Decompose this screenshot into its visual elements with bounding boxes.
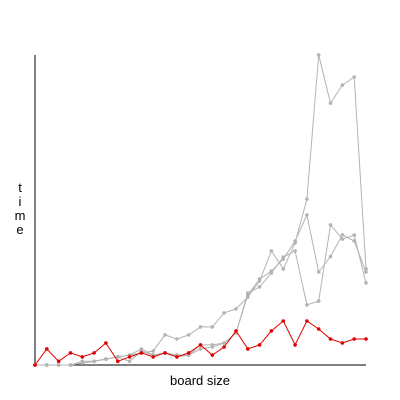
series-4-point xyxy=(45,347,49,351)
series-4-point xyxy=(364,337,368,341)
series-3-point xyxy=(198,347,203,351)
series-4-point xyxy=(316,327,321,331)
series-3-point xyxy=(222,341,226,345)
series-1-point xyxy=(269,249,274,253)
series-3-point xyxy=(305,213,309,217)
series-1-point xyxy=(151,349,155,353)
series-3-point xyxy=(281,257,286,261)
series-4-point xyxy=(56,359,61,364)
series-4-point xyxy=(257,343,262,347)
series-3-point xyxy=(328,254,333,259)
series-2-point xyxy=(257,285,262,289)
series-1-point xyxy=(175,337,179,341)
series-1-point xyxy=(163,333,167,337)
series-3-point xyxy=(68,363,73,367)
series-1-point xyxy=(186,333,191,337)
series-4 xyxy=(33,319,368,367)
series-3-point xyxy=(364,270,368,274)
series-1-point xyxy=(328,101,333,105)
series-4-point xyxy=(269,329,274,333)
series-2-point xyxy=(127,359,132,364)
x-axis-label: board size xyxy=(170,373,230,388)
series-4-point xyxy=(222,345,226,349)
series-layer xyxy=(33,53,368,367)
series-4-point xyxy=(139,351,144,355)
series-4-point xyxy=(33,363,37,367)
series-3-point xyxy=(210,345,215,349)
series-3-point xyxy=(80,359,85,364)
series-1-point xyxy=(222,311,226,315)
series-4-point xyxy=(340,341,345,345)
series-3-point xyxy=(340,233,345,237)
series-2-point xyxy=(293,249,297,253)
series-3-line xyxy=(35,213,367,366)
series-2-point xyxy=(364,281,368,285)
series-3-point xyxy=(45,363,49,367)
series-4-point xyxy=(92,351,96,355)
series-4-point xyxy=(305,319,309,323)
series-1 xyxy=(33,53,368,367)
series-3-point xyxy=(56,363,61,367)
series-1-point xyxy=(305,197,309,201)
series-2-point xyxy=(305,303,309,307)
series-3-point xyxy=(316,270,321,274)
series-4-point xyxy=(127,355,132,359)
series-4-point xyxy=(175,355,179,359)
series-3-point xyxy=(116,355,120,359)
series-4-point xyxy=(234,329,238,333)
series-4-point xyxy=(104,341,108,345)
series-1-point xyxy=(198,325,203,329)
series-1-point xyxy=(352,75,357,79)
series-2-point xyxy=(316,299,321,303)
series-4-point xyxy=(163,351,167,355)
series-3-point xyxy=(352,239,357,243)
series-1-point xyxy=(316,53,321,57)
series-1-point xyxy=(340,83,345,87)
series-3-point xyxy=(92,359,96,364)
series-4-point xyxy=(186,351,191,355)
series-4-point xyxy=(151,355,155,359)
series-4-point xyxy=(116,359,120,364)
series-1-point xyxy=(210,325,215,329)
series-3-point xyxy=(246,293,250,297)
series-3-point xyxy=(293,239,297,243)
series-3-point xyxy=(269,269,274,273)
series-3-point xyxy=(257,277,262,281)
series-4-point xyxy=(198,343,203,347)
series-1-point xyxy=(281,267,286,271)
series-3-point xyxy=(104,357,108,361)
series-4-point xyxy=(328,337,333,341)
series-4-point xyxy=(246,347,250,351)
series-2-point xyxy=(340,237,345,241)
series-1-line xyxy=(35,54,367,366)
series-4-point xyxy=(281,319,286,323)
series-4-point xyxy=(68,351,73,355)
series-3-point xyxy=(139,347,144,351)
series-4-point xyxy=(352,337,357,341)
series-4-point xyxy=(210,353,215,357)
series-4-point xyxy=(293,343,297,347)
series-4-point xyxy=(80,355,85,359)
series-2-point xyxy=(352,233,357,237)
series-1-point xyxy=(234,307,238,311)
series-2-point xyxy=(328,223,333,227)
